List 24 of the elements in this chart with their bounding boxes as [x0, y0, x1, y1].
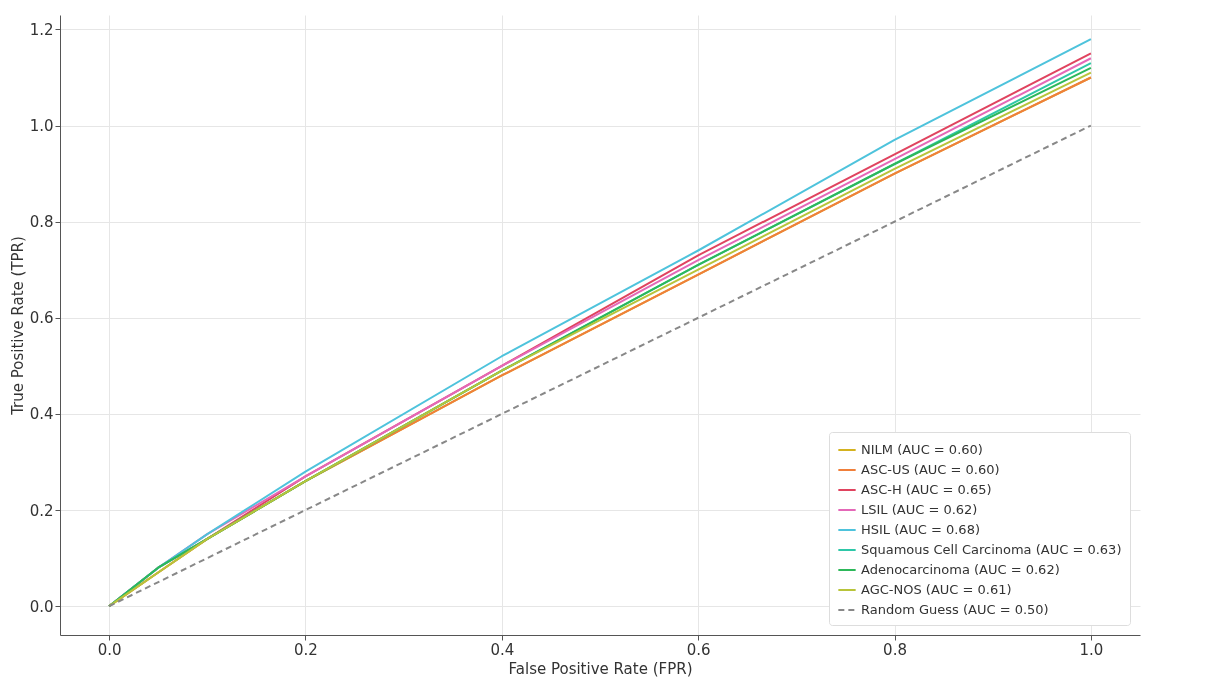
legend-label: ASC-H (AUC = 0.65)	[861, 482, 992, 497]
legend-label: ASC-US (AUC = 0.60)	[861, 462, 1000, 477]
x-axis-title: False Positive Rate (FPR)	[508, 659, 693, 678]
legend-label: HSIL (AUC = 0.68)	[861, 522, 980, 537]
legend-label: Squamous Cell Carcinoma (AUC = 0.63)	[861, 542, 1122, 557]
legend-label: LSIL (AUC = 0.62)	[861, 502, 978, 517]
x-tick-label: 1.0	[1079, 640, 1104, 659]
y-tick-label: 0.8	[29, 213, 54, 232]
legend-label: AGC-NOS (AUC = 0.61)	[861, 582, 1012, 597]
y-axis-title: True Positive Rate (TPR)	[8, 236, 27, 416]
x-tick-label: 0.0	[97, 640, 122, 659]
legend-label: Adenocarcinoma (AUC = 0.62)	[861, 562, 1060, 577]
x-tick-label: 0.8	[883, 640, 907, 659]
y-tick-label: 0.0	[29, 597, 54, 616]
y-tick-label: 1.0	[29, 117, 54, 136]
x-tick-label: 0.4	[490, 640, 515, 659]
legend-label: Random Guess (AUC = 0.50)	[861, 602, 1049, 617]
legend-label: NILM (AUC = 0.60)	[861, 442, 983, 457]
x-tick-label: 0.2	[294, 640, 318, 659]
y-tick-label: 0.6	[29, 309, 54, 328]
x-tick-label: 0.6	[686, 640, 711, 659]
y-tick-label: 0.2	[29, 501, 54, 520]
y-tick-label: 1.2	[29, 20, 54, 39]
y-tick-label: 0.4	[29, 405, 54, 424]
